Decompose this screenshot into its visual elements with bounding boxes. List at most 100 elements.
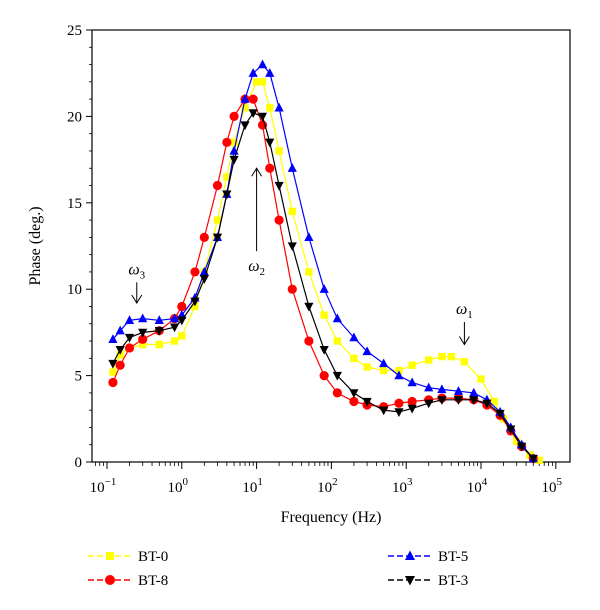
annotation-label: ω2 bbox=[248, 258, 265, 278]
data-point bbox=[191, 302, 199, 311]
data-point bbox=[528, 454, 538, 464]
annotation-label: ω1 bbox=[456, 301, 473, 321]
legend-label: BT-0 bbox=[138, 549, 168, 565]
data-point bbox=[319, 371, 329, 381]
legend-item-bt-5: BT-5 bbox=[388, 549, 468, 565]
x-axis: 10−1 100 101 102 103 104 105 bbox=[90, 462, 563, 496]
data-point bbox=[190, 297, 200, 307]
data-point bbox=[477, 375, 485, 383]
data-point bbox=[248, 68, 258, 77]
data-point bbox=[124, 343, 135, 353]
annotation-omega-1: ω1 bbox=[456, 301, 473, 346]
data-point bbox=[363, 363, 371, 371]
data-point bbox=[453, 396, 464, 405]
data-point bbox=[257, 112, 268, 122]
data-point bbox=[438, 352, 446, 361]
y-tick-label: 10 bbox=[67, 282, 82, 298]
series-layer bbox=[108, 59, 543, 464]
x-tick-label: 101 bbox=[242, 476, 263, 496]
data-point bbox=[177, 316, 187, 326]
data-point bbox=[223, 173, 231, 181]
data-point bbox=[425, 356, 433, 364]
data-point bbox=[362, 346, 372, 356]
data-point bbox=[116, 351, 124, 359]
data-point bbox=[319, 284, 329, 293]
data-point bbox=[453, 386, 464, 395]
legend-item-bt-3: BT-3 bbox=[388, 573, 468, 589]
data-point bbox=[252, 78, 261, 86]
legend-marker bbox=[105, 575, 115, 585]
data-point bbox=[155, 340, 163, 349]
y-tick-label: 20 bbox=[67, 109, 82, 125]
data-point bbox=[240, 94, 250, 103]
data-point bbox=[248, 94, 258, 104]
data-point bbox=[274, 181, 284, 191]
annotation-label: ω3 bbox=[128, 261, 145, 281]
data-point bbox=[304, 336, 314, 346]
data-point bbox=[349, 389, 359, 398]
annotation-omega-3: ω3 bbox=[128, 261, 146, 304]
data-point bbox=[287, 163, 297, 172]
data-point bbox=[469, 396, 479, 405]
data-point bbox=[108, 334, 118, 343]
data-point bbox=[274, 102, 284, 112]
data-point bbox=[513, 437, 521, 445]
data-point bbox=[332, 388, 342, 398]
data-point bbox=[350, 354, 358, 362]
data-point bbox=[437, 384, 447, 394]
annotation-arrow-head bbox=[251, 167, 263, 177]
data-point bbox=[287, 284, 297, 294]
data-point bbox=[424, 399, 434, 409]
data-point bbox=[535, 456, 543, 464]
series-line bbox=[112, 98, 534, 459]
data-point bbox=[333, 337, 342, 345]
data-point bbox=[394, 398, 404, 408]
data-point bbox=[240, 121, 250, 131]
data-point bbox=[212, 180, 223, 191]
data-point bbox=[407, 396, 417, 407]
data-point bbox=[108, 359, 118, 369]
data-point bbox=[460, 358, 469, 366]
x-tick-label: 104 bbox=[467, 476, 488, 496]
data-point bbox=[394, 408, 404, 417]
data-point bbox=[394, 370, 404, 380]
data-point bbox=[424, 382, 434, 392]
x-tick-label: 100 bbox=[168, 476, 189, 496]
data-point bbox=[349, 396, 359, 407]
data-point bbox=[257, 59, 268, 69]
data-point bbox=[265, 163, 275, 173]
data-point bbox=[362, 397, 372, 407]
data-point bbox=[230, 138, 238, 146]
data-point bbox=[517, 442, 527, 452]
legend-label: BT-5 bbox=[438, 549, 468, 565]
y-axis: 0 5 10 15 20 25 bbox=[67, 23, 92, 471]
series-bt-0 bbox=[109, 78, 543, 464]
data-point bbox=[319, 346, 329, 355]
y-tick-label: 0 bbox=[75, 455, 83, 471]
data-point bbox=[138, 313, 148, 323]
data-point bbox=[447, 352, 455, 361]
legend-item-bt-0: BT-0 bbox=[88, 549, 168, 565]
data-point bbox=[170, 337, 179, 345]
data-point bbox=[138, 328, 148, 338]
data-point bbox=[115, 325, 125, 335]
data-point bbox=[212, 233, 223, 243]
annotation-layer: ω3 ω2 ω1 bbox=[128, 167, 473, 346]
data-point bbox=[506, 425, 516, 435]
data-point bbox=[265, 68, 275, 77]
x-tick-label: 105 bbox=[542, 476, 563, 496]
data-point bbox=[407, 377, 417, 387]
data-point bbox=[139, 340, 147, 349]
series-bt-8 bbox=[108, 94, 538, 464]
x-tick-label: 10−1 bbox=[90, 476, 117, 496]
x-tick-label: 103 bbox=[392, 476, 413, 496]
data-point bbox=[169, 313, 180, 323]
legend: BT-0 BT-8 BT-5 BT-3 bbox=[88, 549, 468, 589]
data-point bbox=[213, 216, 222, 224]
data-point bbox=[490, 397, 498, 406]
annotation-arrow-head bbox=[458, 336, 470, 346]
data-point bbox=[154, 326, 164, 336]
data-point bbox=[380, 366, 388, 375]
data-point bbox=[275, 147, 283, 155]
